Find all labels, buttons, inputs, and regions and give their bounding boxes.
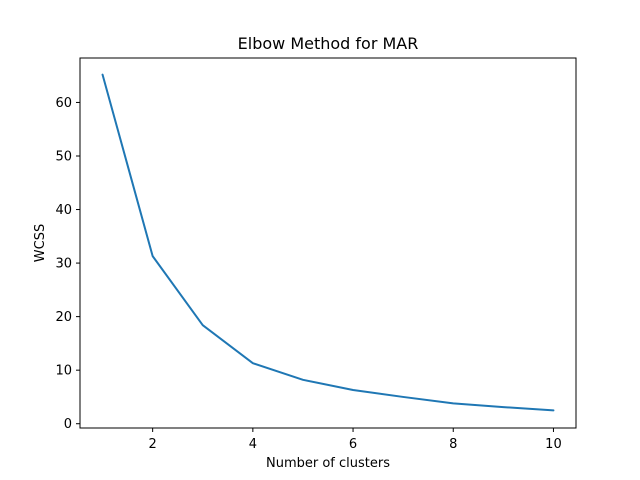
- axes-frame: [79, 57, 577, 429]
- x-tick-label: 8: [449, 437, 457, 452]
- y-tick-label: 40: [55, 203, 72, 218]
- x-tick-label: 6: [349, 437, 357, 452]
- x-axis: 2 4 6 8 10: [149, 428, 562, 452]
- x-tick-label: 10: [545, 437, 562, 452]
- y-tick-label: 10: [55, 364, 72, 379]
- y-axis-label: WCSS: [33, 224, 48, 262]
- y-tick-label: 50: [55, 149, 72, 164]
- plot-area: [101, 73, 555, 412]
- y-tick-label: 60: [55, 96, 72, 111]
- y-tick-label: 20: [55, 310, 72, 325]
- x-tick-label: 2: [149, 437, 157, 452]
- x-tick-label: 4: [249, 437, 257, 452]
- chart-title: Elbow Method for MAR: [238, 34, 419, 53]
- y-axis: 0 10 20 30 40 50 60: [55, 96, 80, 432]
- y-tick-label: 30: [55, 257, 72, 272]
- y-tick-label: 0: [64, 417, 72, 432]
- x-axis-label: Number of clusters: [266, 456, 390, 471]
- wcss-series-line: [101, 73, 555, 412]
